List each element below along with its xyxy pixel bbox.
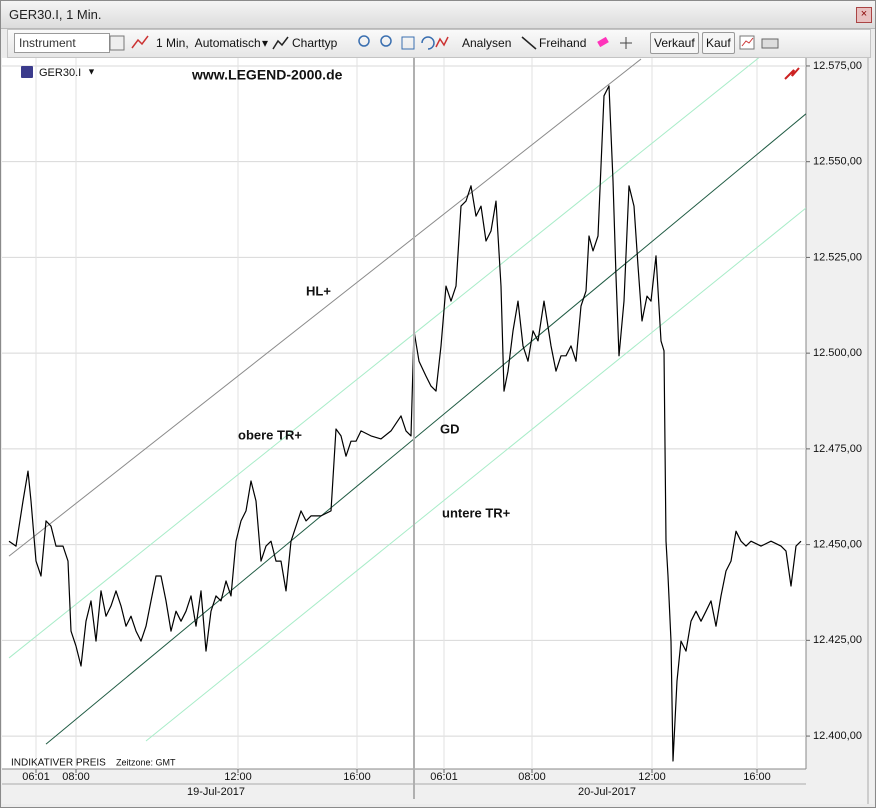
plot-background (2, 58, 806, 769)
trend-line (45, 113, 806, 745)
x-tick-label: 12:00 (638, 771, 666, 783)
print-icons (739, 35, 779, 50)
y-axis-panel (806, 58, 874, 804)
freehand-icon (521, 36, 537, 50)
trend-label: HL+ (306, 283, 331, 298)
window-title: GER30.I, 1 Min. (9, 7, 102, 22)
x-tick-label: 16:00 (343, 771, 371, 783)
y-tick-label: 12.475,00 (813, 443, 862, 455)
chart-type-menu[interactable]: Charttyp (292, 36, 338, 50)
footer-label: INDIKATIVER PREIS (11, 758, 106, 769)
x-tick-label: 06:01 (430, 771, 458, 783)
trend-line (8, 58, 642, 557)
date-label: 20-Jul-2017 (578, 786, 636, 798)
trend-line (8, 58, 760, 659)
y-tick-label: 12.575,00 (813, 60, 862, 72)
tool-icons (597, 36, 632, 49)
zoom-icons (358, 35, 449, 50)
x-tick-label: 06:01 (22, 771, 50, 783)
x-tick-label: 12:00 (224, 771, 252, 783)
instrument-input[interactable]: Instrument (14, 33, 110, 53)
dropdown-arrow: ▾ (262, 36, 269, 50)
sell-button[interactable]: Verkauf (650, 32, 699, 54)
plot-layer (2, 58, 806, 769)
price-line (8, 85, 802, 762)
y-tick-label: 12.450,00 (813, 539, 862, 551)
trend-label: obere TR+ (238, 427, 302, 442)
analyses-menu[interactable]: Analysen (462, 36, 512, 50)
y-tick-label: 12.500,00 (813, 347, 862, 359)
watermark: www.LEGEND-2000.de (191, 67, 343, 83)
freehand-menu[interactable]: Freihand (539, 36, 587, 50)
timezone-label: Zeitzone: GMT (116, 757, 176, 767)
instrument-label: GER30.I (39, 67, 81, 79)
date-label: 19-Jul-2017 (187, 786, 245, 798)
interval-menu[interactable]: 1 Min, Automatisch (156, 36, 261, 50)
x-tick-label: 16:00 (743, 771, 771, 783)
y-tick-label: 12.525,00 (813, 251, 862, 263)
x-tick-label: 08:00 (62, 771, 90, 783)
y-tick-label: 12.425,00 (813, 634, 862, 646)
x-tick-label: 08:00 (518, 771, 546, 783)
chart-type-icon (272, 36, 289, 50)
chart: 12.400,00 12.425,00 12.450,00 12.475,00 12.5… (2, 58, 874, 804)
toolbar: Instrument 1 Min, Automatisch ▾ Charttyp… (7, 29, 871, 58)
instrument-badge (21, 66, 33, 78)
trend-label: GD (440, 421, 460, 436)
trend-label: untere TR+ (442, 505, 511, 520)
y-tick-label: 12.550,00 (813, 156, 862, 168)
title-bar: GER30.I, 1 Min. × (1, 1, 875, 29)
toolbar-icons (109, 35, 149, 51)
close-button[interactable]: × (856, 7, 872, 23)
buy-button[interactable]: Kauf (702, 32, 735, 54)
alert-icon (784, 67, 800, 80)
instrument-arrow: ▼ (87, 66, 96, 76)
x-axis-panel (2, 769, 806, 804)
y-tick-label: 12.400,00 (813, 730, 862, 742)
trend-line (145, 207, 806, 742)
